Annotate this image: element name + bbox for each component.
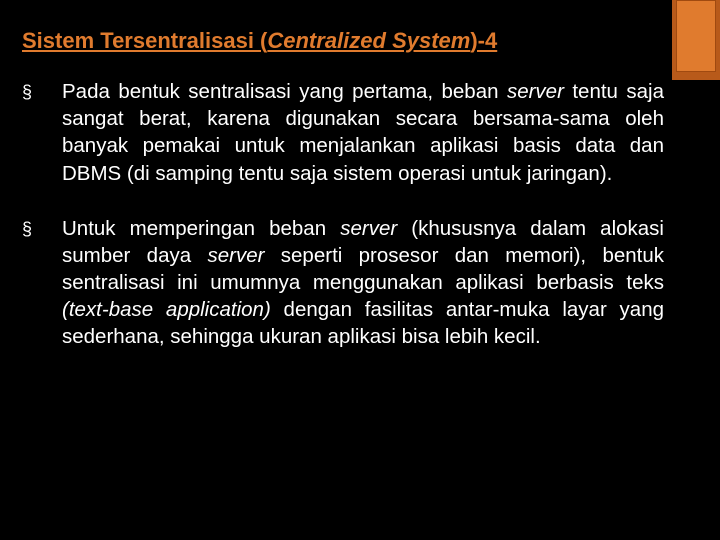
accent-decoration [672,0,720,80]
title-prefix: Sistem Tersentralisasi ( [22,28,267,53]
title-italic: Centralized System [267,28,470,53]
bullet-marker: § [22,78,62,104]
title-suffix: )-4 [470,28,497,53]
slide-title: Sistem Tersentralisasi (Centralized Syst… [22,28,664,54]
list-item: § Untuk memperingan beban server (khusus… [22,215,664,350]
list-item: § Pada bentuk sentralisasi yang pertama,… [22,78,664,186]
bullet-marker: § [22,215,62,241]
slide-content: Sistem Tersentralisasi (Centralized Syst… [0,0,720,398]
accent-inner [676,0,716,72]
bullet-text: Pada bentuk sentralisasi yang pertama, b… [62,78,664,186]
bullet-text: Untuk memperingan beban server (khususny… [62,215,664,350]
bullet-list: § Pada bentuk sentralisasi yang pertama,… [22,78,664,349]
